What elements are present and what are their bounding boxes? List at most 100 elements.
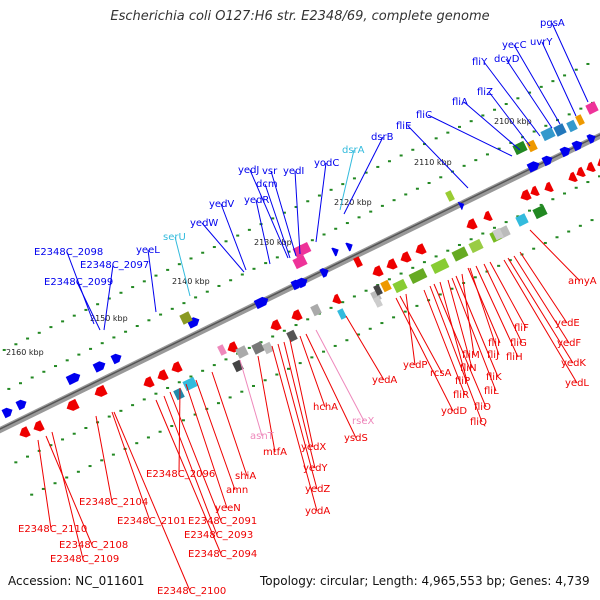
feature-block (445, 190, 455, 202)
forward-gene (541, 155, 553, 167)
scale-dots-reverse (201, 369, 205, 372)
reverse-gene-label: E2348C_2093 (184, 530, 253, 541)
reverse-gene (66, 398, 80, 411)
forward-gene-shape (296, 277, 308, 289)
feature-block (566, 119, 578, 133)
reverse-gene-label: E2348C_2101 (117, 516, 186, 527)
reverse-gene-label-connector (271, 345, 318, 512)
scale-dots-outer (177, 263, 181, 266)
reverse-gene (466, 218, 478, 230)
reverse-gene-label-connector (95, 415, 113, 503)
reverse-gene-label-connector (51, 431, 84, 560)
forward-gene-label-connector (249, 169, 289, 259)
forward-gene (331, 247, 339, 257)
reverse-gene-label: fliF (514, 323, 529, 334)
feature-block-shape (515, 213, 529, 227)
reverse-gene-label: fliL (484, 386, 499, 397)
scale-dots-forward (30, 376, 34, 379)
feature-block-shape (408, 267, 428, 285)
forward-gene (65, 372, 81, 386)
forward-gene (15, 399, 27, 411)
scale-dots-outer (61, 320, 65, 323)
scale-dots-inner (357, 333, 361, 336)
forward-gene-label-connector (264, 183, 291, 259)
scale-dots-forward (112, 336, 116, 339)
reverse-gene-label-connector (439, 281, 468, 382)
reverse-gene-label-connector (519, 251, 568, 324)
scale-dots-outer (317, 194, 321, 197)
reverse-gene-label: hchA (313, 402, 338, 413)
forward-gene (586, 134, 596, 144)
scale-dots-outer (294, 205, 298, 208)
scale-dots-inner (146, 436, 150, 439)
forward-gene-label: yecC (502, 40, 527, 51)
forward-gene (526, 161, 540, 173)
reverse-gene-label: yedL (565, 378, 589, 389)
feature-block (451, 246, 469, 262)
reverse-gene-label-connector (155, 399, 222, 555)
scale-dots-reverse (469, 238, 473, 241)
scale-label: 2150 kbp (90, 314, 128, 323)
scale-dots-outer (422, 143, 426, 146)
scale-dots-reverse (457, 243, 461, 246)
scale-dots-reverse (107, 415, 111, 418)
scale-dots-forward (159, 313, 163, 316)
scale-dots-forward (54, 365, 58, 368)
reverse-gene-label: yedK (561, 358, 586, 369)
feature-block-shape (380, 279, 392, 293)
feature-block-shape (532, 204, 548, 220)
scale-dots-forward (462, 164, 466, 167)
reverse-gene-label: E2348C_2096 (146, 469, 215, 480)
forward-gene-label: yedI (283, 166, 304, 177)
forward-gene-label-connector (103, 264, 114, 331)
scale-dots-inner (30, 493, 34, 496)
feature-block-shape (553, 123, 567, 137)
feature-block (373, 296, 383, 308)
forward-gene-label-connector (339, 149, 355, 211)
forward-gene-label-connector (343, 136, 384, 215)
reverse-gene-label-connector (195, 379, 236, 491)
reverse-gene-shape (291, 309, 303, 321)
scale-dots-forward (287, 250, 291, 253)
scale-dots-inner (333, 344, 337, 347)
reverse-gene-label: fliN (460, 363, 477, 374)
scale-dots-reverse (527, 209, 531, 212)
scale-dots-reverse (341, 301, 345, 304)
scale-dots-inner (310, 356, 314, 359)
scale-dots-reverse (49, 444, 53, 447)
forward-gene-label: serU (163, 232, 186, 243)
scale-dots-inner (263, 379, 267, 382)
scale-dots-inner (65, 476, 69, 479)
scale-dots-forward (194, 296, 198, 299)
reverse-gene-label-connector (455, 275, 499, 378)
scale-dots-inner (100, 459, 104, 462)
scale-dots-inner (485, 270, 489, 273)
forward-gene (457, 201, 465, 211)
scale-dots-reverse (387, 278, 391, 281)
reverse-gene (171, 361, 183, 373)
reverse-gene (157, 369, 169, 381)
feature-block-shape (392, 278, 408, 294)
scale-dots-reverse (224, 358, 228, 361)
forward-gene-label: vsr (262, 166, 278, 177)
forward-gene-label: fliA (452, 97, 468, 108)
forward-gene-shape (65, 372, 81, 386)
reverse-gene-label: yedE (555, 318, 580, 329)
reverse-gene-shape (544, 181, 554, 193)
reverse-gene-label-connector (513, 255, 570, 344)
scale-dots-reverse (539, 203, 543, 206)
scale-dots-inner (508, 259, 512, 262)
feature-block (182, 376, 198, 392)
reverse-gene-label: fliH (506, 352, 523, 363)
scale-dots-reverse (61, 438, 65, 441)
scale-dots-forward (252, 267, 256, 270)
scale-dots-forward (415, 187, 419, 190)
forward-gene-shape (92, 361, 106, 373)
reverse-gene (415, 243, 427, 255)
forward-gene-shape (110, 353, 122, 365)
scale-dots-outer (574, 68, 578, 71)
reverse-gene-label-connector (447, 279, 473, 369)
scale-dots-forward (404, 193, 408, 196)
scale-dots-reverse (481, 232, 485, 235)
